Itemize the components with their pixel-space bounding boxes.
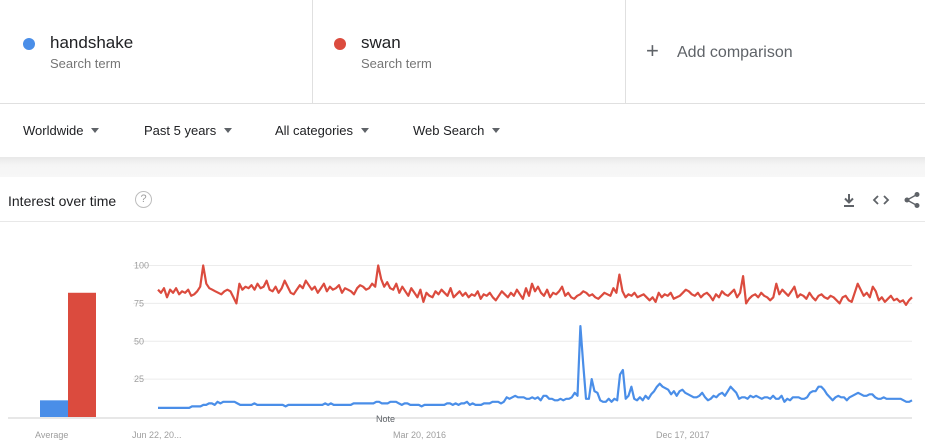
share-icon[interactable] bbox=[903, 191, 921, 209]
y-tick-label: 100 bbox=[134, 261, 149, 271]
period-dropdown[interactable]: Past 5 years bbox=[144, 123, 233, 138]
series-line-handshake bbox=[158, 324, 913, 409]
x-tick-label: Jun 22, 20... bbox=[132, 430, 182, 440]
comparison-terms-bar: handshake Search term swan Search term +… bbox=[0, 0, 925, 104]
download-icon[interactable] bbox=[840, 191, 858, 209]
help-icon[interactable]: ? bbox=[135, 191, 152, 208]
x-tick-label: Dec 17, 2017 bbox=[656, 430, 710, 440]
average-bar-swan bbox=[68, 292, 96, 417]
category-dropdown[interactable]: All categories bbox=[275, 123, 370, 138]
average-bar-handshake bbox=[40, 400, 68, 417]
x-axis-ticks: Jun 22, 20... Mar 20, 2016 Dec 17, 2017 Not… bbox=[132, 414, 710, 440]
search-type-dropdown-label: Web Search bbox=[413, 123, 485, 138]
caret-down-icon bbox=[361, 128, 370, 134]
series-line-swan bbox=[157, 264, 913, 307]
plus-icon: + bbox=[646, 38, 659, 63]
term-name[interactable]: swan bbox=[361, 33, 401, 52]
y-axis-ticks: 100 75 50 25 bbox=[134, 261, 149, 385]
period-dropdown-label: Past 5 years bbox=[144, 123, 217, 138]
region-dropdown-label: Worldwide bbox=[23, 123, 84, 138]
region-dropdown[interactable]: Worldwide bbox=[23, 123, 100, 138]
interest-over-time-header: Interest over time ? bbox=[0, 178, 925, 222]
average-label: Average bbox=[35, 430, 69, 440]
term-color-dot-icon bbox=[23, 38, 35, 50]
term-card-handshake[interactable]: handshake Search term bbox=[0, 0, 313, 104]
term-type-label: Search term bbox=[50, 56, 121, 71]
series-lines bbox=[157, 264, 913, 409]
term-color-dot-icon bbox=[334, 38, 346, 50]
interest-over-time-chart: 100 75 50 25 Jun 22, 20... Mar 20, 2016 Dec 1… bbox=[8, 261, 913, 440]
term-card-swan[interactable]: swan Search term bbox=[313, 0, 626, 104]
filter-bar: Worldwide Past 5 years All categories We… bbox=[0, 105, 925, 157]
chart-gridlines bbox=[8, 265, 912, 419]
y-tick-label: 25 bbox=[134, 374, 144, 384]
note-marker-label: Note bbox=[376, 414, 395, 424]
term-type-label: Search term bbox=[361, 56, 432, 71]
caret-down-icon bbox=[492, 128, 501, 134]
embed-icon[interactable] bbox=[872, 191, 890, 209]
average-bars bbox=[40, 292, 96, 417]
y-tick-label: 75 bbox=[134, 298, 144, 308]
section-divider bbox=[0, 157, 925, 177]
search-type-dropdown[interactable]: Web Search bbox=[413, 123, 501, 138]
caret-down-icon bbox=[91, 128, 100, 134]
x-tick-label: Mar 20, 2016 bbox=[393, 430, 446, 440]
card-title: Interest over time bbox=[8, 193, 117, 209]
y-tick-label: 50 bbox=[134, 336, 144, 346]
category-dropdown-label: All categories bbox=[275, 123, 354, 138]
add-comparison-button[interactable]: + Add comparison bbox=[626, 0, 925, 104]
term-name[interactable]: handshake bbox=[50, 33, 134, 52]
add-comparison-label: Add comparison bbox=[677, 44, 793, 61]
caret-down-icon bbox=[224, 128, 233, 134]
